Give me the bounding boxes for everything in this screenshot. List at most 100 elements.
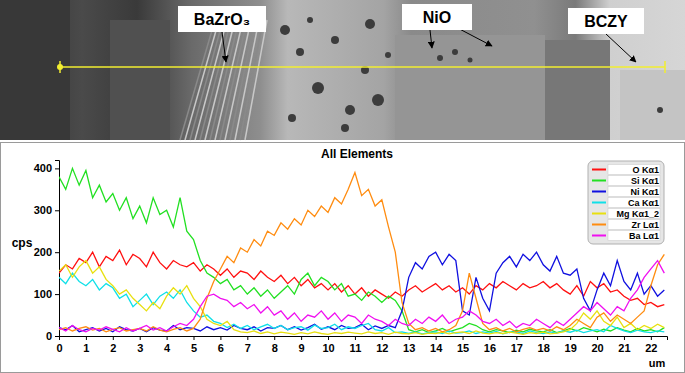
plot-area <box>59 168 664 334</box>
x-tick-label: 0 <box>56 342 62 354</box>
x-tick-label: 19 <box>565 342 577 354</box>
micrograph: BaZrO₃ NiO BCZY <box>0 0 685 140</box>
legend-box <box>588 161 664 244</box>
x-tick: 8 <box>272 336 278 354</box>
legend-entry: Mg Kα1_2 <box>592 209 660 220</box>
x-tick: 11 <box>350 336 362 354</box>
x-tick: 10 <box>322 336 334 354</box>
x-tick: 5 <box>191 336 197 354</box>
annotation-label: BaZrO₃ <box>194 11 250 28</box>
x-tick-label: 18 <box>538 342 550 354</box>
x-tick-label: 8 <box>272 342 278 354</box>
legend-label: Mg Kα1_2 <box>616 209 659 219</box>
x-tick: 20 <box>591 336 603 354</box>
micrograph-pore <box>307 17 313 23</box>
legend-swatch <box>592 202 606 204</box>
legend: O Kα1Si Kα1Ni Kα1Ca Kα1Mg Kα1_2Zr Lα1Ba … <box>588 161 664 244</box>
legend-entry: Ca Kα1 <box>592 198 660 209</box>
legend-label-box <box>608 187 660 197</box>
micrograph-fibre <box>200 20 231 140</box>
legend-swatch <box>592 224 606 226</box>
micrograph-pore <box>296 48 304 56</box>
x-tick-label: 20 <box>591 342 603 354</box>
micrograph-fibre <box>195 20 227 140</box>
legend-entry: Si Kα1 <box>592 176 660 187</box>
micrograph-pore <box>288 114 296 122</box>
x-tick-label: 12 <box>376 342 388 354</box>
x-tick-mark <box>194 336 195 340</box>
x-tick: 18 <box>538 336 550 354</box>
legend-label: Ba Lα1 <box>629 231 659 241</box>
micrograph-fibre <box>190 20 223 140</box>
micrograph-region <box>545 40 610 140</box>
legend-entry: Ni Kα1 <box>592 187 660 198</box>
x-tick-label: 14 <box>430 342 443 354</box>
y-tick-mark <box>55 210 59 211</box>
micrograph-region <box>620 70 685 140</box>
legend-swatch <box>592 169 606 171</box>
y-tick-label: 100 <box>34 288 52 300</box>
micrograph-fibre <box>245 20 267 140</box>
legend-entry: Ba Lα1 <box>592 231 660 242</box>
y-tick-mark <box>55 252 59 253</box>
legend-label-box <box>608 209 660 219</box>
x-tick-label: 3 <box>137 342 143 354</box>
micrograph-pore <box>312 82 324 94</box>
series-line <box>59 273 664 334</box>
x-tick: 7 <box>245 336 251 354</box>
x-tick-mark <box>516 336 517 340</box>
legend-label: Zr Lα1 <box>631 220 659 230</box>
x-tick-mark <box>86 336 87 340</box>
annotation-box <box>568 8 644 34</box>
x-tick: 3 <box>137 336 143 354</box>
legend-label-box <box>608 220 660 230</box>
x-tick-mark <box>113 336 114 340</box>
x-tick-mark <box>247 336 248 340</box>
micrograph-fibre <box>205 20 235 140</box>
x-tick-label: 15 <box>457 342 469 354</box>
legend-label: Ni Kα1 <box>630 187 659 197</box>
legend-swatch <box>592 235 606 237</box>
legend-swatch <box>592 191 606 193</box>
legend-swatch <box>592 213 606 215</box>
micrograph-pore <box>657 107 663 113</box>
series-line <box>59 261 664 332</box>
legend-label-box <box>608 231 660 241</box>
annotation: NiO <box>402 4 492 48</box>
x-tick-mark <box>140 336 141 340</box>
y-axis: 0100200300400 <box>34 161 60 343</box>
x-tick: 22 <box>645 336 657 354</box>
x-tick-mark <box>274 336 275 340</box>
annotation-box <box>402 4 472 30</box>
annotation-label: BCZY <box>584 13 628 30</box>
micrograph-region <box>110 20 170 140</box>
x-tick: 0 <box>56 336 62 354</box>
x-tick-mark <box>382 336 383 340</box>
x-axis-line <box>60 337 668 341</box>
micrograph-background <box>0 0 685 140</box>
chart-panel <box>1 143 685 373</box>
x-tick-mark <box>301 336 302 340</box>
x-tick: 16 <box>484 336 496 354</box>
x-tick: 2 <box>110 336 116 354</box>
annotation: BaZrO₃ <box>178 6 266 62</box>
x-tick-mark <box>355 336 356 340</box>
x-tick-mark <box>543 336 544 340</box>
micrograph-pore <box>372 94 384 106</box>
legend-label: Ca Kα1 <box>628 198 659 208</box>
scan-line-start <box>57 64 63 70</box>
x-tick-mark <box>436 336 437 340</box>
x-tick-label: 21 <box>618 342 630 354</box>
y-tick-label: 200 <box>34 246 52 258</box>
scan-line <box>60 66 665 68</box>
x-tick: 17 <box>511 336 523 354</box>
series-line <box>59 168 664 332</box>
y-tick: 400 <box>34 162 59 174</box>
micrograph-pore <box>331 36 339 44</box>
y-tick-label: 0 <box>46 330 52 342</box>
scan-line-end <box>664 61 666 73</box>
x-tick-label: 11 <box>350 342 362 354</box>
y-tick-mark <box>55 336 59 337</box>
legend-label: O Kα1 <box>632 165 659 175</box>
x-tick: 4 <box>164 336 171 354</box>
